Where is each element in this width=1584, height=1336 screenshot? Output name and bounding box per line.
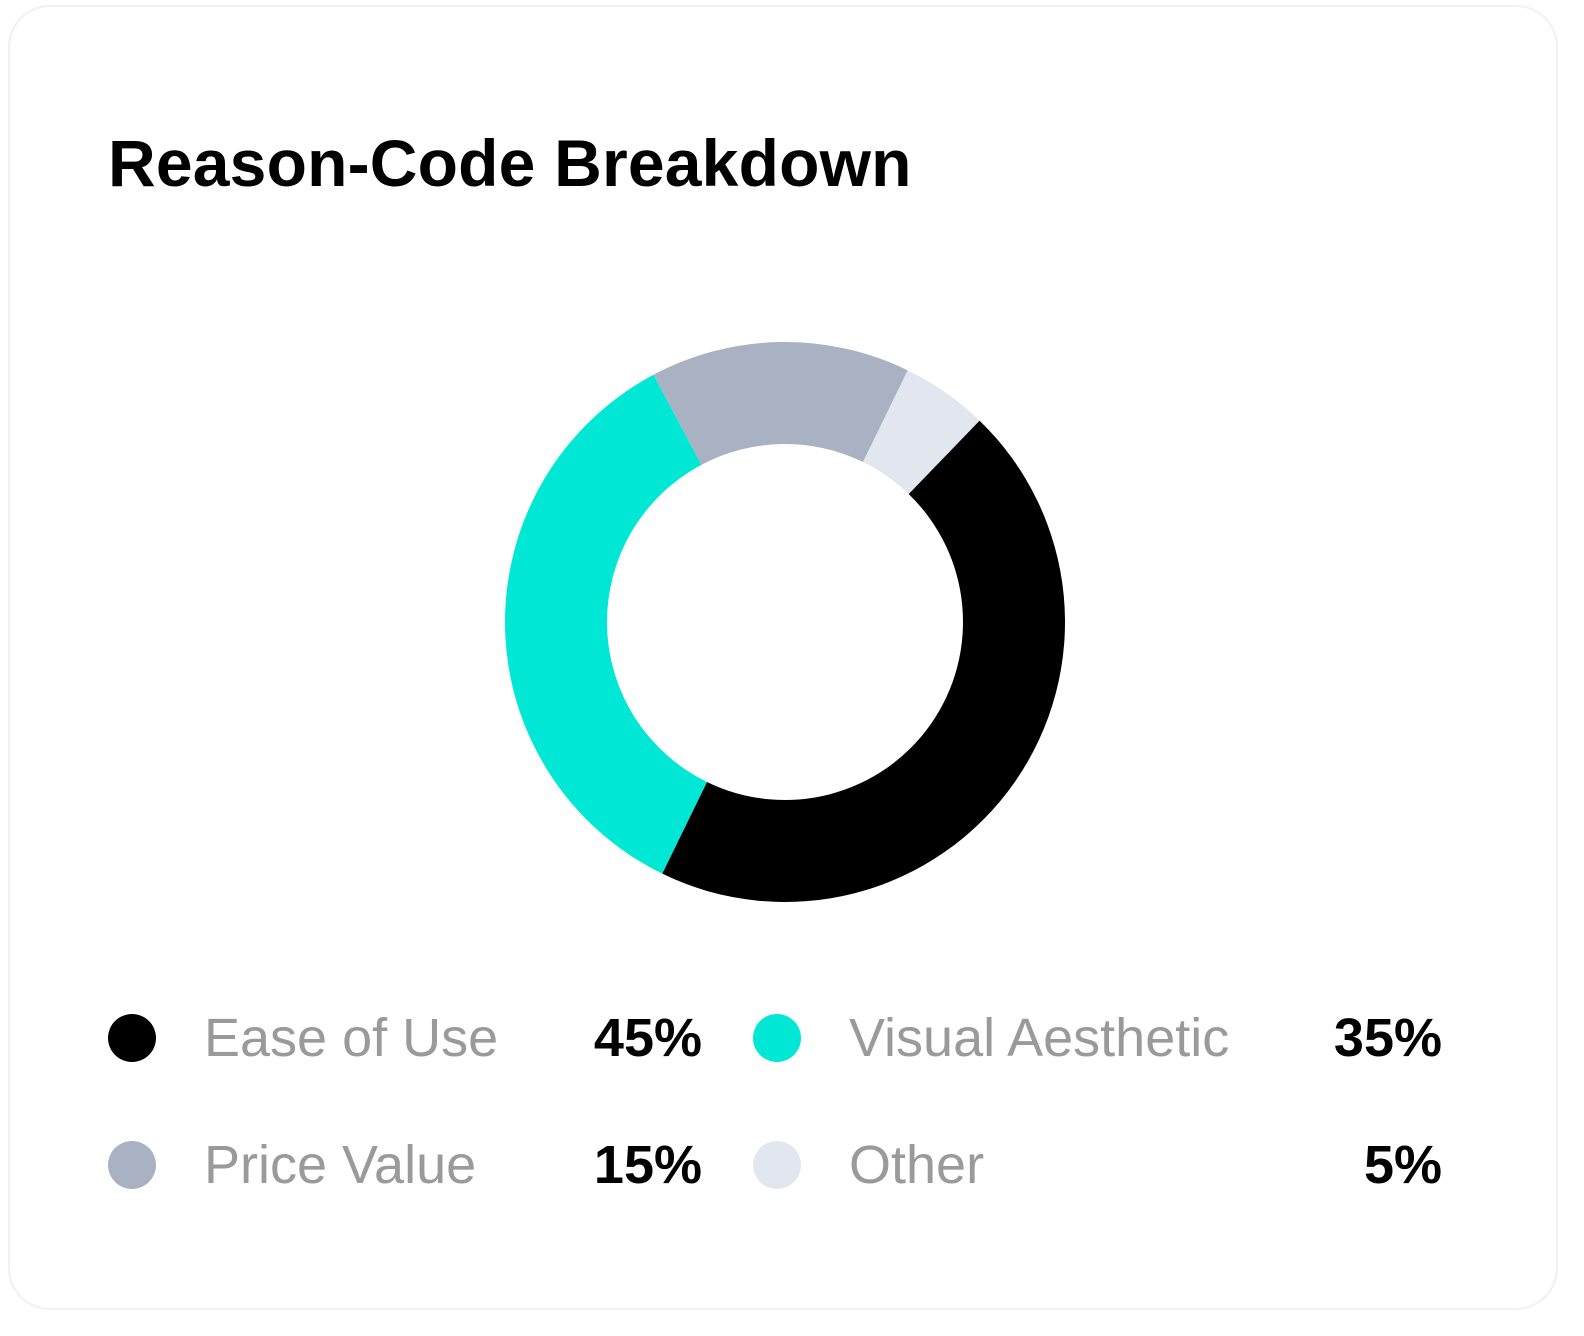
donut-slice-other (863, 370, 980, 494)
legend-value: 15% (593, 1135, 702, 1195)
legend-swatch (753, 1141, 801, 1189)
reason-code-card: Reason-Code Breakdown Ease of Use 45% Vi… (8, 5, 1558, 1310)
legend-swatch (108, 1141, 156, 1189)
donut-slice-price-value (653, 342, 908, 465)
donut-slice-visual-aesthetic (505, 374, 707, 874)
legend-label: Price Value (204, 1135, 477, 1195)
legend-swatch (108, 1014, 156, 1062)
card-title: Reason-Code Breakdown (108, 126, 912, 200)
legend-swatch (753, 1014, 801, 1062)
legend-label: Ease of Use (204, 1008, 499, 1068)
legend-item-other: Other 5% (753, 1133, 1442, 1197)
legend-item-price-value: Price Value 15% (108, 1133, 702, 1197)
legend-value: 45% (593, 1008, 702, 1068)
donut-chart (505, 342, 1066, 903)
legend-value: 5% (1363, 1135, 1442, 1195)
legend-label: Other (849, 1135, 985, 1195)
legend-item-ease-of-use: Ease of Use 45% (108, 1006, 702, 1070)
legend-value: 35% (1333, 1008, 1442, 1068)
legend-label: Visual Aesthetic (849, 1008, 1230, 1068)
legend-item-visual-aesthetic: Visual Aesthetic 35% (753, 1006, 1442, 1070)
donut-slice-ease-of-use (662, 420, 1066, 903)
